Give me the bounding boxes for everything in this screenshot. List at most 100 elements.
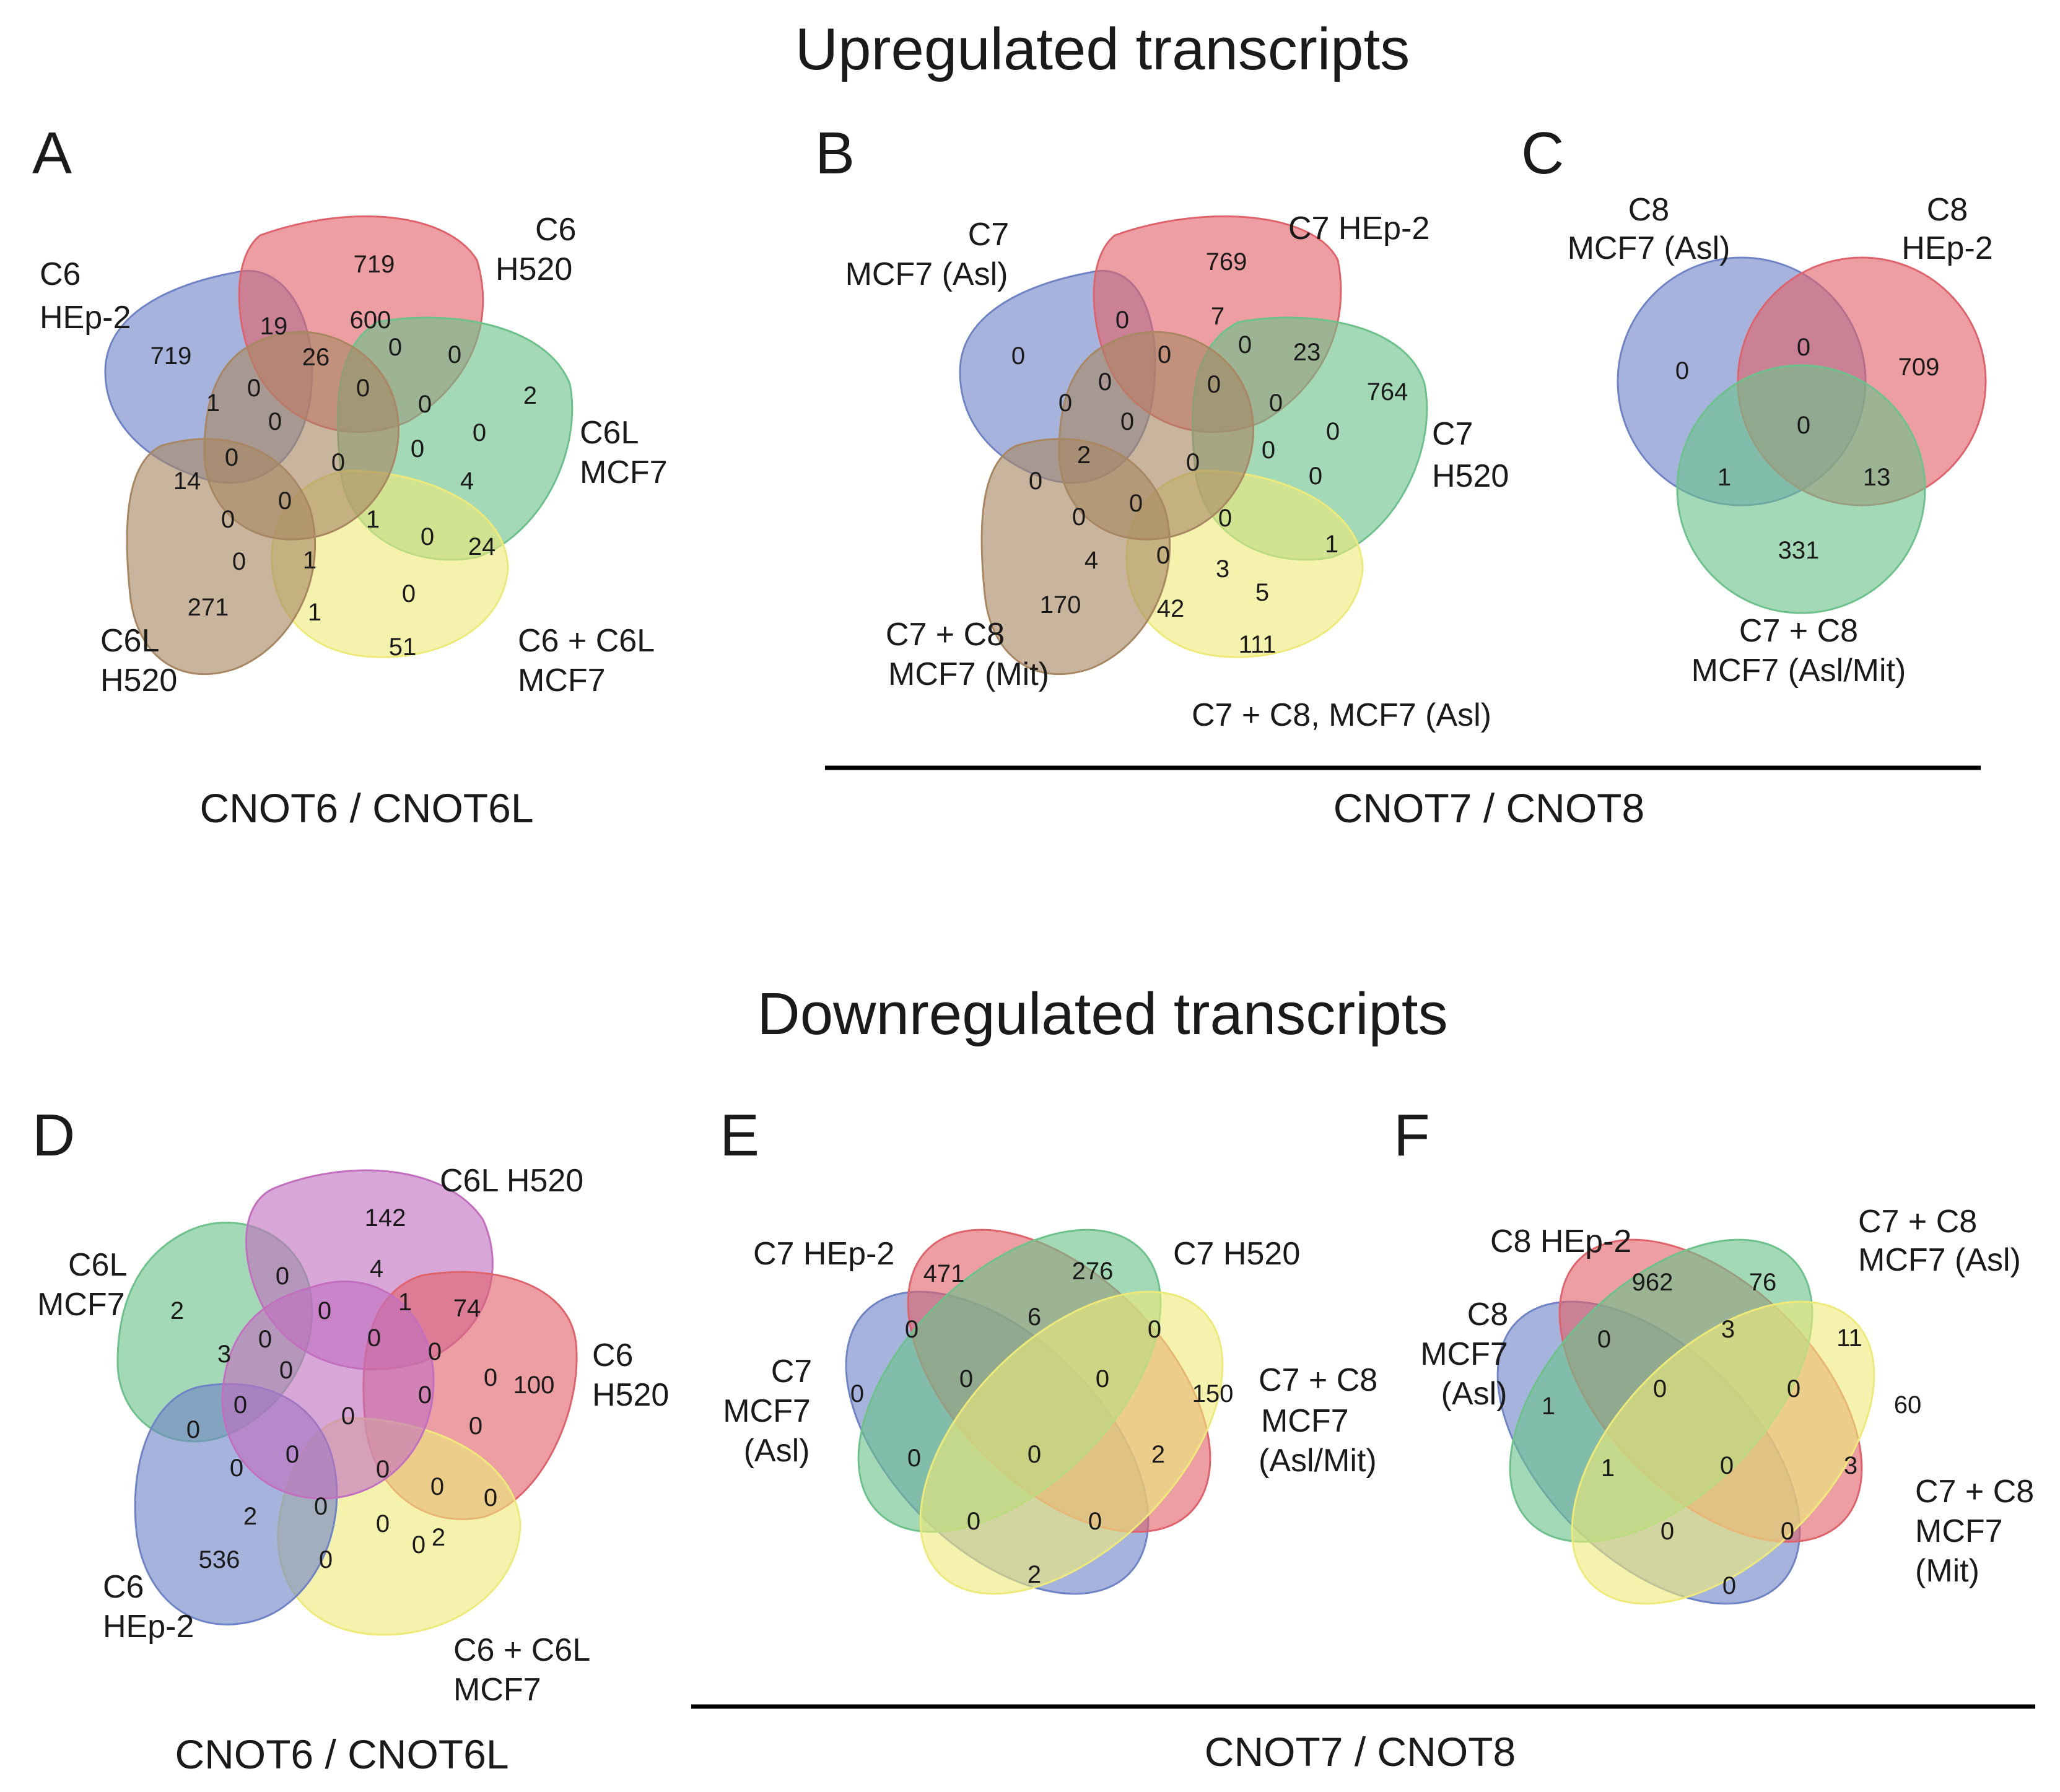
count-c-6: 13	[1863, 464, 1891, 491]
count-e-10: 0	[907, 1445, 921, 1472]
label-f-c8mcf7-2: MCF7	[1420, 1336, 1508, 1372]
label-d-c6lh520: C6L H520	[440, 1163, 583, 1199]
count-f-10: 1	[1601, 1455, 1615, 1482]
count-b-6: 0	[1115, 307, 1129, 334]
label-b-c7h520-1: C7	[1432, 416, 1473, 452]
count-a-9: 0	[388, 334, 402, 361]
label-c-c7c8-1: C7 + C8	[1739, 613, 1858, 649]
count-a-25: 1	[366, 506, 380, 533]
panel-b-set-labels: C7 MCF7 (Asl) C7 HEp-2 C7 H520 C7 + C8, …	[845, 211, 1509, 733]
count-e-8: 0	[959, 1365, 973, 1393]
count-b-12: 0	[1207, 371, 1221, 398]
label-a-mcf7-2: MCF7	[580, 455, 668, 490]
count-e-3: 0	[850, 1380, 864, 1407]
count-d-15: 0	[279, 1357, 293, 1384]
count-d-2: 142	[365, 1204, 406, 1232]
count-e-14: 0	[1088, 1508, 1102, 1535]
count-b-3: 764	[1367, 378, 1408, 406]
count-d-23: 0	[230, 1455, 243, 1482]
panel-d-counts: 2 142 100 2 536 0 4 1 74 3 0 0 0 0 0 0 0…	[170, 1204, 555, 1573]
label-f-c8mcf7-3: (Asl)	[1441, 1376, 1508, 1412]
count-b-29: 42	[1157, 595, 1185, 622]
count-d-14: 0	[428, 1338, 442, 1365]
label-e-c7c8-1: C7 + C8	[1259, 1362, 1377, 1398]
label-c-c8mcf7-1: C8	[1628, 192, 1669, 228]
panel-f-venn: F 962 76 1 60 0 3 11 0 0 1 0 3 0 0 0 C8 …	[1394, 1102, 2034, 1605]
count-d-28: 0	[484, 1484, 497, 1511]
count-c-2: 709	[1898, 354, 1940, 381]
count-a-28: 1	[303, 547, 316, 574]
count-d-1: 2	[170, 1297, 184, 1324]
count-f-7: 11	[1836, 1324, 1862, 1352]
label-f-c8mcf7-1: C8	[1467, 1297, 1508, 1333]
label-e-c7hep2: C7 HEp-2	[753, 1236, 894, 1272]
label-a-c6lh520-2: H520	[100, 663, 177, 698]
count-b-20: 0	[1309, 463, 1322, 490]
panel-c-counts: 0 709 331 0 1 13 0	[1675, 334, 1940, 564]
count-a-24: 0	[221, 506, 235, 533]
count-d-24: 0	[376, 1456, 390, 1483]
count-e-2: 276	[1072, 1258, 1114, 1285]
set-c-c7c8-circle	[1676, 364, 1926, 614]
label-c-c8hep2-1: C8	[1927, 192, 1968, 228]
count-b-14: 0	[1120, 408, 1134, 435]
count-b-21: 0	[1029, 468, 1042, 495]
count-d-5: 536	[199, 1546, 240, 1573]
count-a-30: 1	[308, 599, 321, 626]
count-b-4: 111	[1239, 631, 1277, 658]
set-f-c7c8mit-ellipse	[1571, 1300, 1875, 1605]
count-d-20: 0	[469, 1412, 482, 1440]
count-a-12: 0	[247, 375, 261, 402]
count-a-27: 0	[232, 548, 246, 575]
count-f-11: 0	[1720, 1452, 1734, 1479]
count-d-13: 0	[367, 1324, 381, 1352]
label-e-c7mcf7-3: (Asl)	[744, 1433, 810, 1469]
count-b-22: 0	[1129, 490, 1143, 517]
count-b-24: 1	[1325, 531, 1338, 558]
label-d-c6hep2-1: C6	[103, 1569, 144, 1605]
panel-e-venn: E 471 276 0 150 0 6 0 0 0 0 0 2 0 0 2 C7…	[720, 1102, 1377, 1595]
label-a-hep2-1: C6	[40, 256, 81, 292]
count-b-16: 0	[1326, 418, 1340, 445]
count-d-22: 0	[286, 1441, 299, 1468]
panel-a-caption: CNOT6 / CNOT6L	[199, 785, 533, 831]
count-f-1: 962	[1632, 1269, 1674, 1296]
panel-a-shapes	[104, 215, 574, 676]
count-d-9: 74	[453, 1295, 481, 1322]
count-e-13: 0	[967, 1508, 980, 1535]
count-f-4: 60	[1894, 1391, 1922, 1419]
count-f-6: 3	[1721, 1316, 1735, 1343]
label-d-c6c6l-1: C6 + C6L	[453, 1632, 590, 1668]
count-b-17: 0	[1262, 437, 1275, 464]
count-a-19: 0	[411, 435, 424, 463]
count-e-6: 6	[1028, 1303, 1041, 1331]
count-d-11: 0	[258, 1326, 272, 1353]
label-c-c8mcf7-2: MCF7 (Asl)	[1568, 230, 1730, 266]
count-f-8: 0	[1653, 1375, 1667, 1403]
count-e-1: 471	[923, 1260, 965, 1287]
count-b-7: 7	[1211, 303, 1224, 330]
label-d-c6c6l-2: MCF7	[453, 1672, 541, 1708]
count-b-13: 0	[1058, 389, 1072, 417]
count-a-29: 0	[402, 580, 416, 607]
count-a-17: 0	[473, 419, 486, 446]
count-a-4: 24	[468, 533, 496, 560]
panel-d-shapes	[116, 1169, 578, 1636]
count-b-28: 5	[1255, 579, 1269, 606]
label-b-c7hep2: C7 HEp-2	[1288, 211, 1429, 246]
set-b-center-blob	[1058, 331, 1254, 541]
count-c-5: 1	[1717, 464, 1731, 491]
label-f-c8hep2: C8 HEp-2	[1490, 1224, 1631, 1259]
count-a-18: 0	[225, 444, 238, 471]
count-b-25: 4	[1085, 547, 1098, 574]
count-a-10: 0	[448, 341, 461, 368]
panel-c-letter: C	[1521, 120, 1564, 186]
label-a-mcf7-1: C6L	[580, 415, 639, 451]
label-e-c7h520: C7 H520	[1173, 1236, 1300, 1272]
count-a-14: 1	[206, 389, 220, 417]
label-e-c7c8-2: MCF7	[1261, 1403, 1349, 1439]
count-d-17: 0	[233, 1391, 247, 1419]
panel-d-venn: D 2 142 100 2 536 0 4 1 74 3 0 0 0 0 0 0	[32, 1102, 669, 1777]
count-a-3: 2	[523, 382, 537, 409]
panel-e-letter: E	[720, 1102, 759, 1168]
